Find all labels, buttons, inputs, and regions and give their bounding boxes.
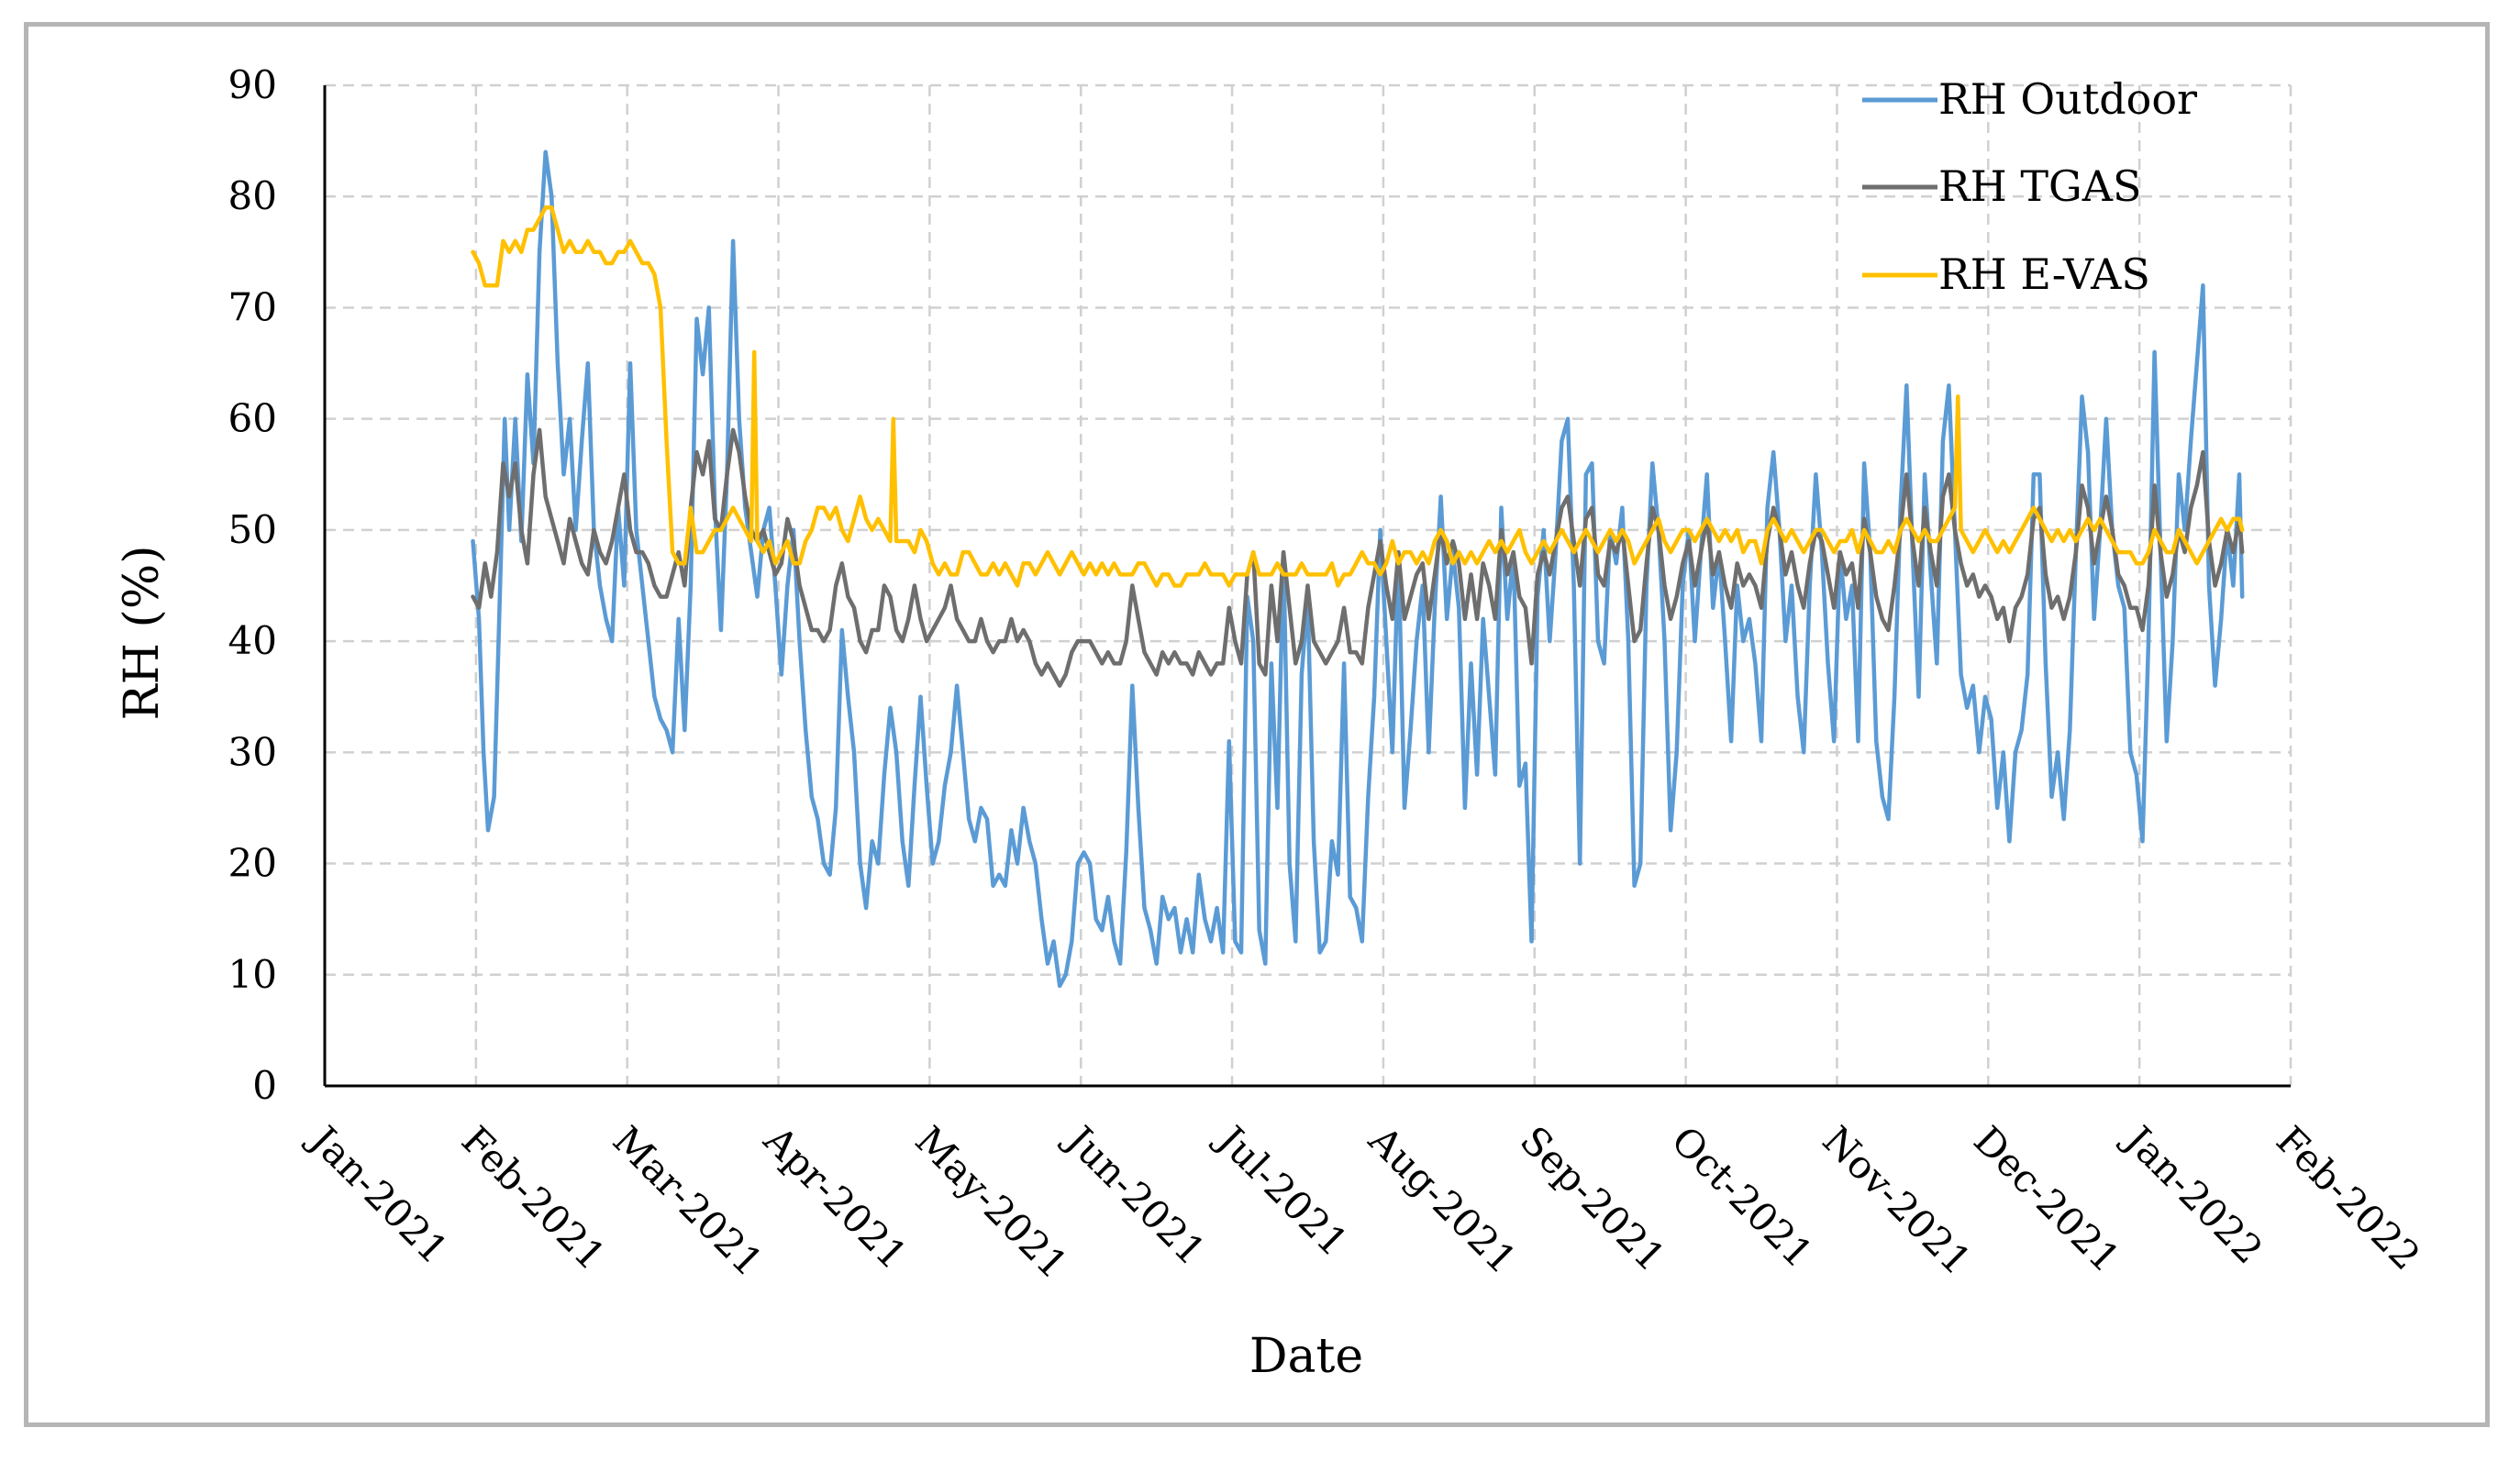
y-tick-label-90: 90: [228, 62, 277, 107]
x-tick-label-jan-2021: Jan-2021: [299, 1115, 457, 1273]
legend-entry-rh-e-vas: RH E-VAS: [1862, 249, 2150, 299]
series-lines: [471, 149, 2245, 989]
x-tick-label-aug-2021: Aug-2021: [1360, 1117, 1526, 1283]
axes: [323, 85, 2291, 1088]
legend-entry-rh-tgas: RH TGAS: [1862, 161, 2142, 211]
gridlines: [325, 83, 2292, 1086]
x-tick-label-apr-2021: Apr-2021: [755, 1117, 916, 1278]
legend-entry-rh-outdoor: RH Outdoor: [1862, 74, 2197, 124]
x-tick-label-jan-2022: Jan-2022: [2114, 1115, 2271, 1273]
y-tick-label-60: 60: [228, 396, 277, 441]
x-tick-label-feb-2021: Feb-2021: [453, 1117, 615, 1278]
series-line-rh-e-vas: [471, 205, 2245, 588]
y-tick-label-0: 0: [252, 1063, 277, 1108]
y-tick-label-70: 70: [228, 284, 277, 329]
series-line-rh-tgas: [471, 427, 2245, 688]
y-tick-label-80: 80: [228, 173, 277, 218]
y-tick-label-30: 30: [228, 729, 277, 774]
legend-label-rh-tgas: RH TGAS: [1938, 161, 2142, 211]
legend: RH Outdoor RH TGAS RH E-VAS: [1862, 74, 2197, 299]
x-tick-labels: Jan-2021Feb-2021Mar-2021Apr-2021May-2021…: [299, 1115, 2429, 1288]
x-tick-label-jul-2021: Jul-2021: [1206, 1115, 1357, 1266]
x-tick-label-dec-2021: Dec-2021: [1965, 1117, 2128, 1280]
legend-label-rh-e-vas: RH E-VAS: [1938, 249, 2150, 299]
x-tick-label-mar-2021: Mar-2021: [605, 1117, 772, 1285]
x-tick-label-oct-2021: Oct-2021: [1663, 1117, 1822, 1276]
y-tick-labels: 0 10 20 30 40 50 60 70 80 90: [228, 62, 277, 1108]
y-tick-label-50: 50: [228, 507, 277, 552]
y-tick-label-40: 40: [228, 618, 277, 663]
x-tick-label-sep-2021: Sep-2021: [1512, 1117, 1674, 1279]
y-tick-label-20: 20: [228, 841, 277, 886]
y-axis-title: RH (%): [115, 545, 170, 720]
x-tick-label-may-2021: May-2021: [906, 1117, 1076, 1287]
y-tick-label-10: 10: [228, 952, 277, 997]
legend-label-rh-outdoor: RH Outdoor: [1938, 74, 2197, 124]
x-tick-label-nov-2021: Nov-2021: [1814, 1117, 1980, 1283]
x-tick-label-jun-2021: Jun-2021: [1055, 1115, 1214, 1274]
x-tick-label-feb-2022: Feb-2022: [2268, 1117, 2429, 1278]
x-axis-title: Date: [1249, 1329, 1363, 1384]
